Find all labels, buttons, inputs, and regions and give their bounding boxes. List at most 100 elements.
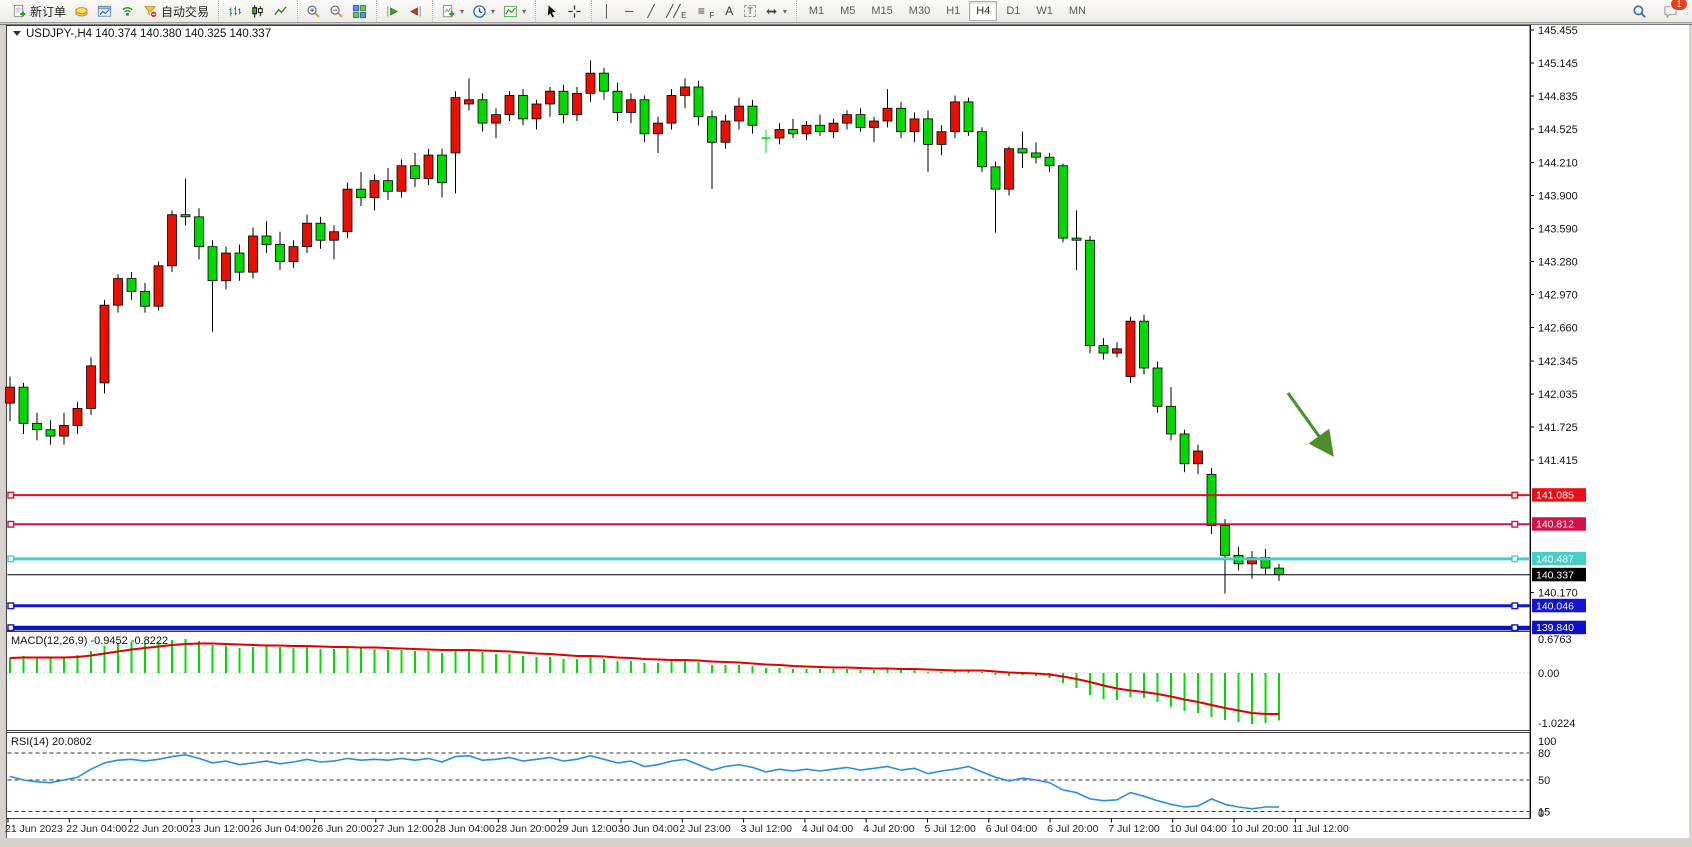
line-handle[interactable] (1511, 602, 1519, 610)
signals-button[interactable] (116, 0, 139, 22)
data-window-button[interactable] (93, 0, 116, 22)
line-handle[interactable] (1511, 520, 1519, 528)
zoom-out-button[interactable] (325, 0, 348, 22)
equidistant-channel-button[interactable]: ╱╱ E (662, 0, 690, 22)
candle (437, 148, 447, 198)
auto-trading-button[interactable]: 自动交易 (139, 0, 213, 22)
vertical-line-button[interactable]: │ (596, 0, 618, 22)
candle (180, 178, 191, 226)
svg-text:80: 80 (1538, 748, 1550, 760)
chart-canvas[interactable]: 141.085 140.812 140.487 140.337 140.046 139.8… (0, 24, 1692, 847)
svg-text:0: 0 (1538, 808, 1544, 820)
line-chart-button[interactable] (269, 0, 292, 22)
toolbar-group-chart-type (218, 0, 296, 22)
timeframe-mn[interactable]: MN (1068, 5, 1086, 17)
svg-text:143.900: 143.900 (1538, 191, 1578, 203)
candle (1058, 163, 1068, 243)
svg-text:141.085: 141.085 (1536, 490, 1574, 502)
candle (315, 216, 326, 249)
trend-arrow-annotation[interactable] (1286, 392, 1334, 457)
zoom-in-button[interactable] (302, 0, 325, 22)
auto-scroll-button[interactable] (381, 0, 404, 22)
candle (761, 129, 771, 153)
candle (1112, 342, 1122, 358)
candle (693, 80, 704, 126)
chart-shift-button[interactable] (404, 0, 427, 22)
line-handle[interactable] (7, 602, 15, 610)
horizontal-line-icon: ─ (624, 3, 634, 18)
candle (167, 210, 177, 273)
candle (383, 167, 393, 200)
candlestick-series (5, 60, 1284, 594)
crosshair-button[interactable] (563, 0, 586, 22)
fibonacci-button[interactable]: ≡ F (690, 0, 718, 22)
line-handle[interactable] (1511, 624, 1519, 632)
line-handle[interactable] (1511, 491, 1519, 499)
dropdown-caret: ▾ (782, 6, 787, 16)
periods-button[interactable]: ▾ (468, 0, 499, 22)
horizontal-line-button[interactable]: ─ (618, 0, 640, 22)
fibonacci-sub-label: F (709, 11, 715, 20)
svg-text:142.970: 142.970 (1538, 290, 1578, 302)
new-order-button[interactable]: 新订单 (8, 0, 70, 22)
gold-coins-icon (74, 4, 89, 19)
svg-text:140.046: 140.046 (1536, 600, 1574, 612)
timeframe-m1[interactable]: M1 (808, 5, 825, 17)
candle (923, 110, 933, 173)
market-watch-button[interactable] (70, 0, 93, 22)
chart-title: USDJPY-,H4 140.374 140.380 140.325 140.3… (13, 28, 271, 40)
svg-text:145.455: 145.455 (1538, 25, 1578, 37)
chart-menu-icon[interactable] (13, 31, 21, 36)
line-handle[interactable] (7, 491, 15, 499)
timeframe-m5[interactable]: M5 (840, 5, 856, 17)
text-button[interactable]: A (718, 0, 740, 22)
cursor-button[interactable] (540, 0, 563, 22)
tile-windows-button[interactable] (348, 0, 371, 22)
line-handle[interactable] (7, 555, 15, 563)
svg-text:100: 100 (1538, 736, 1556, 748)
candle (842, 110, 852, 130)
notification-badge: 1 (1670, 0, 1688, 11)
arrows-button[interactable]: ▾ (760, 0, 791, 22)
timeframe-d1[interactable]: D1 (1006, 5, 1021, 17)
new-order-label: 新订单 (30, 4, 67, 19)
timeframe-h1[interactable]: H1 (946, 5, 961, 17)
candle (423, 148, 434, 185)
indicators-button[interactable]: ▾ (437, 0, 468, 22)
macd-panel: MACD(12,26,9) -0.9452 -0.8222 0.6763 0.00 -… (7, 634, 1575, 730)
candle (248, 227, 258, 279)
candle (126, 272, 137, 300)
candle (207, 240, 218, 332)
bar-chart-button[interactable] (223, 0, 246, 22)
price-tag (1532, 620, 1586, 635)
line-handle[interactable] (1511, 555, 1519, 563)
timeframe-w1[interactable]: W1 (1036, 5, 1053, 17)
candle (59, 412, 69, 445)
candle (666, 89, 677, 130)
trendline-button[interactable]: ╱ (640, 0, 662, 22)
price-tag (1532, 517, 1586, 531)
timeframe-m30[interactable]: M30 (908, 5, 931, 17)
candlestick-chart-button[interactable] (246, 0, 269, 22)
candle (18, 382, 29, 434)
price-labels: 141.085 140.812 140.487 140.337 140.046 139.8… (1532, 488, 1586, 635)
candle (639, 95, 650, 143)
macd-signal-line (9, 642, 1279, 715)
candle (288, 240, 299, 268)
candle (1220, 519, 1230, 594)
candle (153, 261, 164, 311)
search-button[interactable] (1628, 0, 1651, 22)
candle (1206, 468, 1217, 535)
timeframe-h4[interactable]: H4 (969, 1, 998, 21)
auto-scroll-icon (385, 4, 400, 19)
text-label-button[interactable]: T (740, 0, 760, 22)
line-handle[interactable] (7, 520, 15, 528)
candle (1193, 444, 1203, 475)
timeframe-m15[interactable]: M15 (871, 5, 893, 17)
templates-button[interactable]: ▾ (499, 0, 530, 22)
line-handle[interactable] (7, 624, 15, 632)
candle (909, 112, 920, 143)
chart-window-icon (97, 4, 112, 19)
notifications-button[interactable]: 1 (1659, 0, 1688, 22)
svg-text:3 Jul 12:00: 3 Jul 12:00 (741, 823, 793, 835)
